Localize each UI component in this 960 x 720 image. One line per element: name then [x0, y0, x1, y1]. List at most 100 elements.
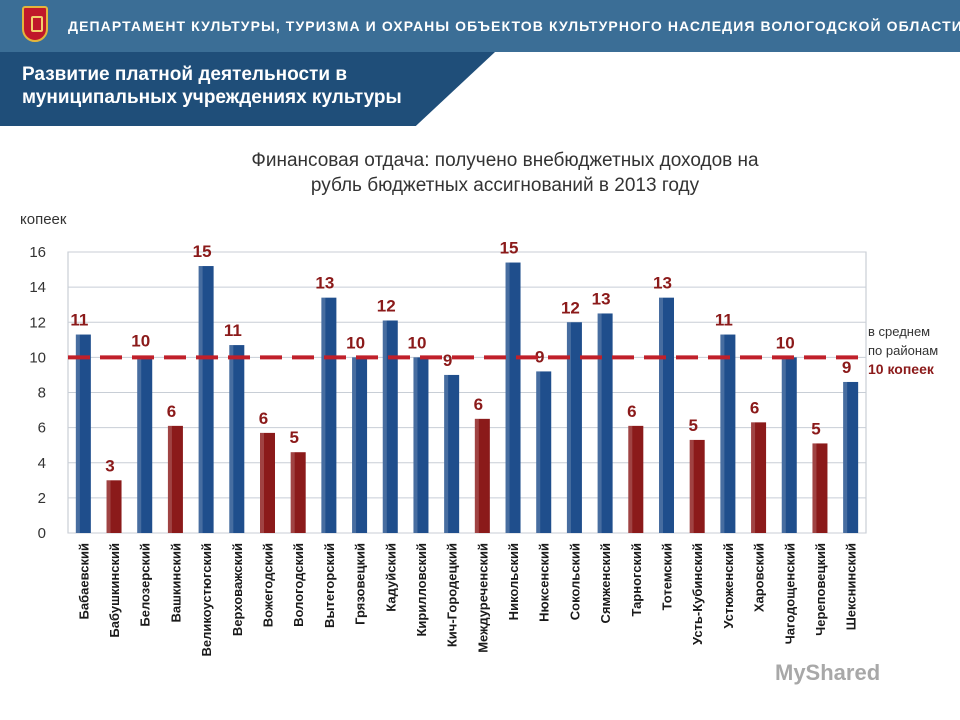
bar-highlight	[382, 320, 387, 533]
x-tick-label: Тотемский	[660, 543, 675, 610]
data-label: 5	[811, 419, 820, 438]
average-note-value: 10 копеек	[868, 361, 934, 377]
bar-highlight	[137, 355, 142, 533]
data-label: 12	[561, 298, 580, 317]
x-tick-label: Бабаевский	[76, 543, 91, 619]
bar	[812, 443, 828, 533]
bar-highlight	[566, 322, 571, 533]
x-tick-label: Никольский	[506, 543, 521, 620]
y-tick-label: 6	[38, 420, 46, 437]
x-tick-label: Сокольский	[567, 543, 582, 620]
bar-highlight	[444, 374, 449, 533]
data-label: 10	[346, 333, 365, 352]
bar-highlight	[781, 357, 786, 533]
x-tick-label: Междуреченский	[475, 543, 490, 653]
x-tick-label: Сямженский	[598, 543, 613, 623]
x-tick-label: Вытегорский	[322, 543, 337, 628]
bar-highlight	[290, 452, 295, 533]
data-label: 9	[535, 347, 544, 366]
data-label: 10	[408, 333, 427, 352]
bar	[382, 320, 398, 533]
x-tick-label: Грязовецкий	[353, 543, 368, 625]
bar-highlight	[75, 334, 80, 533]
x-tick-label: Чагодощенский	[782, 543, 797, 644]
bar	[597, 313, 613, 533]
chart-title-line1: Финансовая отдача: получено внебюджетных…	[251, 150, 759, 171]
average-note-line2: по районам	[868, 343, 939, 358]
data-label: 9	[443, 351, 452, 370]
data-label: 13	[653, 274, 672, 293]
data-label: 13	[315, 274, 334, 293]
data-label: 13	[592, 289, 611, 308]
bar-highlight	[352, 357, 357, 533]
data-label: 3	[105, 456, 114, 475]
average-note-line1: в среднем	[868, 324, 931, 339]
bar	[290, 452, 306, 533]
y-tick-label: 0	[38, 525, 46, 542]
y-tick-label: 2	[38, 490, 46, 507]
bar	[167, 425, 183, 533]
bar-highlight	[106, 480, 111, 533]
bar	[229, 345, 245, 533]
x-tick-label: Верховажский	[230, 543, 245, 636]
bar-highlight	[536, 371, 541, 533]
data-label: 6	[627, 402, 636, 421]
watermark: MyShared	[775, 660, 881, 685]
bar-highlight	[474, 418, 479, 533]
x-tick-label: Шекснинский	[844, 543, 859, 630]
bar	[106, 480, 122, 533]
bar-highlight	[597, 313, 602, 533]
bar	[413, 357, 429, 533]
y-tick-label: 4	[38, 455, 46, 472]
x-tick-label: Череповецкий	[813, 543, 828, 636]
bar-highlight	[720, 334, 725, 533]
bar	[689, 439, 705, 533]
x-tick-label: Усть-Кубинский	[690, 543, 705, 645]
bar	[75, 334, 91, 533]
bar-highlight	[229, 345, 234, 533]
bar-highlight	[628, 425, 633, 533]
bar-highlight	[260, 432, 264, 533]
x-tick-label: Белозерский	[138, 543, 153, 627]
data-label: 15	[193, 242, 212, 261]
average-note: в среднем по районам 10 копеек	[868, 322, 938, 379]
x-tick-label: Устюженский	[721, 543, 736, 629]
bar	[137, 355, 153, 533]
x-tick-label: Кирилловский	[414, 543, 429, 637]
bar	[505, 262, 521, 533]
y-tick-label: 8	[38, 385, 46, 402]
bar-highlight	[167, 425, 172, 533]
x-tick-label: Вашкинский	[168, 543, 183, 623]
slide-title: Развитие платной деятельности в муниципа…	[22, 63, 442, 109]
x-tick-label: Вожегодский	[261, 543, 276, 627]
bar-highlight	[812, 443, 817, 533]
y-tick-label: 14	[29, 279, 46, 296]
bar	[751, 422, 767, 533]
chart-title-line2: рубль бюджетных ассигнований в 2013 году	[310, 175, 700, 196]
data-label: 11	[70, 311, 88, 330]
x-tick-label: Кадуйский	[383, 543, 398, 612]
title-band	[0, 52, 495, 126]
bar	[352, 357, 368, 533]
data-label: 9	[842, 358, 851, 377]
bar-highlight	[413, 357, 418, 533]
x-tick-label: Харовский	[752, 543, 767, 612]
x-tick-label: Кич-Городецкий	[445, 543, 460, 647]
y-tick-label: 16	[29, 244, 46, 261]
department-name: ДЕПАРТАМЕНТ КУЛЬТУРЫ, ТУРИЗМА И ОХРАНЫ О…	[68, 18, 960, 34]
bar	[474, 418, 490, 533]
bar	[781, 357, 797, 533]
x-tick-label: Тарногский	[629, 543, 644, 617]
bar-highlight	[659, 297, 663, 533]
slide-title-line2: муниципальных учреждениях культуры	[22, 87, 402, 108]
data-label: 6	[259, 409, 268, 428]
header-bar: ДЕПАРТАМЕНТ КУЛЬТУРЫ, ТУРИЗМА И ОХРАНЫ О…	[0, 0, 960, 52]
bar-highlight	[751, 422, 756, 533]
bar-highlight	[689, 439, 694, 533]
bar	[628, 425, 644, 533]
coat-of-arms-icon	[22, 6, 48, 42]
data-label: 15	[500, 239, 519, 258]
y-axis-label: копеек	[20, 211, 67, 228]
y-tick-label: 12	[29, 314, 46, 331]
data-label: 11	[224, 321, 242, 340]
